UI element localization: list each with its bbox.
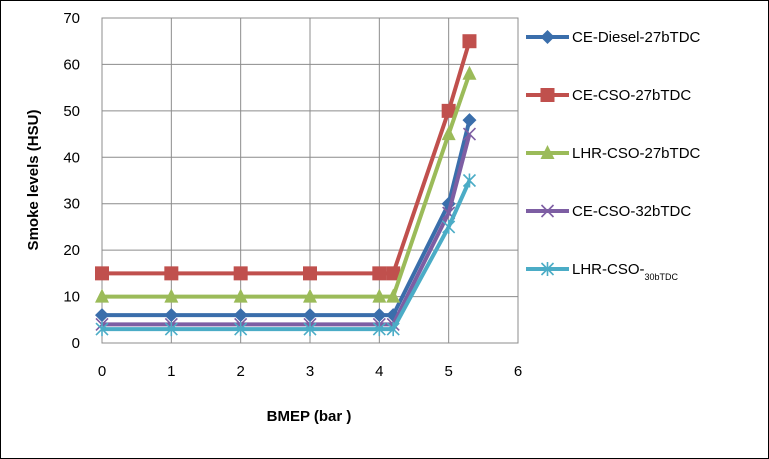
series-line xyxy=(102,73,472,299)
data-point xyxy=(540,204,555,218)
legend-label: CE-CSO-27bTDC xyxy=(572,87,691,104)
data-point xyxy=(233,266,248,281)
legend-item: CE-CSO-27bTDC xyxy=(526,87,691,104)
data-point xyxy=(234,322,248,337)
series-line xyxy=(102,133,472,327)
y-axis-ticks: 0 10 20 30 40 50 60 70 xyxy=(63,10,80,352)
series-1 xyxy=(95,113,477,323)
data-point xyxy=(372,266,387,281)
data-point xyxy=(386,322,400,337)
data-point xyxy=(540,30,555,44)
series-group xyxy=(95,34,477,337)
legend-label: LHR-CSO-30bTDC xyxy=(572,261,679,282)
data-point xyxy=(372,308,387,323)
x-tick-label: 4 xyxy=(375,363,383,380)
data-point xyxy=(164,308,179,323)
y-tick-label: 60 xyxy=(63,56,80,73)
legend-item: LHR-CSO-27bTDC xyxy=(526,145,701,162)
legend-label: CE-CSO-32bTDC xyxy=(572,203,691,220)
x-tick-label: 6 xyxy=(514,363,522,380)
legend-label-subscript: 30bTDC xyxy=(645,272,679,282)
data-point xyxy=(233,308,248,323)
x-tick-label: 2 xyxy=(236,363,244,380)
data-point xyxy=(303,308,317,323)
y-tick-label: 0 xyxy=(72,335,80,352)
data-point xyxy=(462,34,477,49)
legend: CE-Diesel-27bTDC CE-CSO-27bTDC LHR-CSO-27b… xyxy=(526,29,701,282)
data-point xyxy=(462,173,477,188)
data-point xyxy=(441,126,456,141)
legend-item: CE-CSO-32bTDC xyxy=(526,203,691,220)
series-line xyxy=(102,119,472,318)
x-tick-label: 0 xyxy=(98,363,106,380)
y-tick-label: 10 xyxy=(63,289,80,306)
data-point xyxy=(540,262,555,276)
data-point xyxy=(462,65,477,80)
x-tick-label: 5 xyxy=(444,363,452,380)
legend-label: CE-Diesel-27bTDC xyxy=(572,29,701,46)
data-point xyxy=(462,113,477,128)
plot-border xyxy=(101,17,519,344)
plot-area xyxy=(101,17,519,344)
series-4 xyxy=(95,127,477,331)
data-point xyxy=(164,288,179,303)
series-5 xyxy=(95,173,477,337)
y-tick-label: 40 xyxy=(63,149,80,166)
data-point xyxy=(95,322,109,337)
x-tick-label: 1 xyxy=(167,363,175,380)
data-point xyxy=(303,322,317,337)
data-point xyxy=(303,288,317,303)
y-tick-label: 30 xyxy=(63,196,80,213)
legend-item: LHR-CSO-30bTDC xyxy=(526,261,679,282)
data-point xyxy=(386,288,401,303)
data-point xyxy=(462,127,477,141)
data-point xyxy=(95,266,109,281)
y-axis-label: Smoke levels (HSU) xyxy=(25,110,42,251)
x-axis-label: BMEP (bar ) xyxy=(267,408,352,425)
data-point xyxy=(540,145,555,159)
series-line xyxy=(102,40,472,276)
data-point xyxy=(540,88,555,102)
data-point xyxy=(95,308,109,323)
legend-item: CE-Diesel-27bTDC xyxy=(526,29,701,46)
series-line xyxy=(102,179,472,332)
data-point xyxy=(386,266,401,281)
legend-label: LHR-CSO-27bTDC xyxy=(572,145,701,162)
data-point xyxy=(441,103,456,118)
x-tick-label: 3 xyxy=(306,363,314,380)
data-point xyxy=(303,266,317,281)
data-point xyxy=(164,322,178,337)
y-tick-label: 70 xyxy=(63,10,80,27)
x-axis-ticks: 0 1 2 3 4 5 6 xyxy=(98,363,522,380)
series-2 xyxy=(95,34,477,281)
data-point xyxy=(233,288,248,303)
data-point xyxy=(95,288,109,303)
y-tick-label: 20 xyxy=(63,242,80,259)
data-point xyxy=(164,266,179,281)
data-point xyxy=(372,322,386,337)
data-point xyxy=(372,288,387,303)
series-3 xyxy=(95,65,477,303)
data-point xyxy=(442,219,456,234)
y-tick-label: 50 xyxy=(63,103,80,120)
